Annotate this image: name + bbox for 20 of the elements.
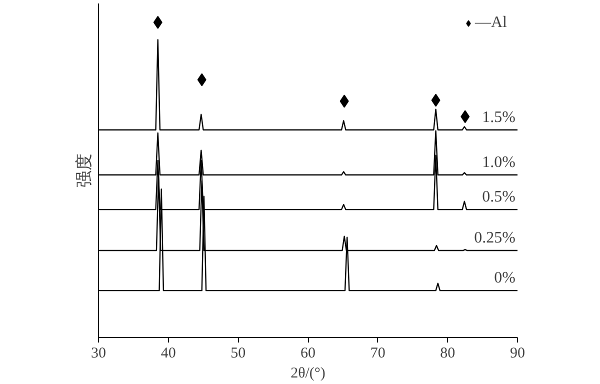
x-tick-label: 70	[370, 346, 386, 362]
point	[153, 16, 162, 29]
legend-label: —Al	[475, 14, 507, 32]
x-tick-label: 40	[160, 346, 176, 362]
x-tick-label: 80	[440, 346, 456, 362]
series-label: 1.0%	[482, 154, 516, 171]
x-tick-label: 90	[510, 346, 525, 362]
point	[197, 73, 206, 86]
series-label: 0%	[494, 270, 516, 287]
series-label: 0.5%	[482, 188, 516, 206]
point	[431, 94, 440, 107]
point	[340, 94, 349, 108]
series-label: 1.5%	[482, 108, 516, 126]
series-label: 0.25%	[474, 230, 516, 247]
x-tick-label: 50	[230, 346, 246, 362]
x-axis-title: 2θ/(°)	[290, 366, 326, 382]
x-tick-label: 30	[91, 346, 106, 362]
point	[460, 110, 470, 124]
y-axis-title: 强度	[74, 154, 94, 188]
x-tick-label: 60	[300, 346, 316, 362]
